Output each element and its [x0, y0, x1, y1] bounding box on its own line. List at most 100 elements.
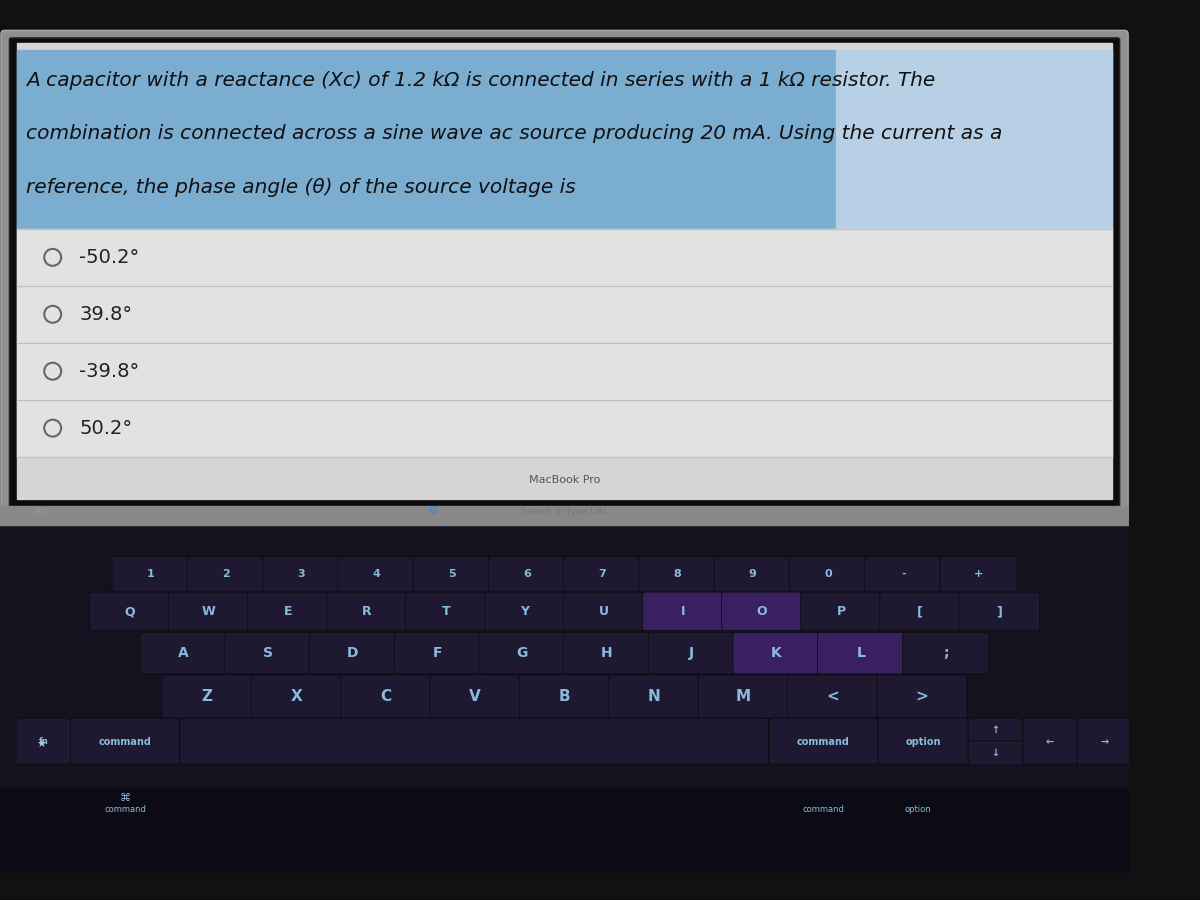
Text: combination is connected across a sine wave ac source producing 20 mA. Using the: combination is connected across a sine w… — [26, 124, 1003, 143]
Text: -50.2°: -50.2° — [79, 248, 139, 267]
FancyBboxPatch shape — [817, 633, 904, 674]
Text: ;: ; — [943, 646, 948, 661]
FancyBboxPatch shape — [1022, 718, 1078, 764]
Text: ⌘: ⌘ — [120, 793, 131, 803]
Text: G: G — [428, 506, 437, 517]
Bar — [835, 50, 1112, 229]
Text: ★: ★ — [36, 741, 47, 751]
Text: E: E — [283, 606, 292, 618]
Bar — [17, 50, 835, 229]
FancyBboxPatch shape — [769, 718, 878, 764]
Text: A capacitor with a reactance (Xc) of 1.2 kΩ is connected in series with a 1 kΩ r: A capacitor with a reactance (Xc) of 1.2… — [26, 71, 936, 90]
Text: 4: 4 — [372, 569, 380, 580]
FancyBboxPatch shape — [341, 675, 431, 718]
FancyBboxPatch shape — [326, 592, 408, 631]
Text: J: J — [689, 646, 694, 661]
Text: D: D — [347, 646, 359, 661]
FancyBboxPatch shape — [10, 38, 1120, 510]
Text: I: I — [680, 606, 685, 618]
Text: L: L — [857, 646, 865, 661]
FancyBboxPatch shape — [880, 592, 961, 631]
Text: B: B — [559, 689, 570, 704]
Text: Y: Y — [521, 606, 529, 618]
FancyBboxPatch shape — [902, 633, 989, 674]
Text: -39.8°: -39.8° — [79, 362, 139, 381]
Text: P: P — [836, 606, 846, 618]
Text: O: O — [757, 606, 768, 618]
Text: 39.8°: 39.8° — [79, 305, 132, 324]
FancyBboxPatch shape — [430, 675, 521, 718]
FancyBboxPatch shape — [733, 633, 820, 674]
Text: U: U — [599, 606, 610, 618]
Text: ←: ← — [1046, 737, 1054, 747]
FancyBboxPatch shape — [16, 718, 71, 764]
Text: 3: 3 — [298, 569, 305, 580]
FancyBboxPatch shape — [224, 633, 312, 674]
Text: 1: 1 — [146, 569, 155, 580]
FancyBboxPatch shape — [112, 556, 190, 592]
FancyBboxPatch shape — [488, 556, 565, 592]
Text: 5: 5 — [448, 569, 456, 580]
Text: option: option — [905, 737, 941, 747]
Bar — [0, 520, 1129, 873]
FancyBboxPatch shape — [648, 633, 734, 674]
Text: V: V — [469, 689, 481, 704]
FancyBboxPatch shape — [800, 592, 882, 631]
Text: reference, the phase angle (θ) of the source voltage is: reference, the phase angle (θ) of the so… — [26, 178, 576, 197]
Text: command: command — [803, 805, 845, 814]
FancyBboxPatch shape — [310, 633, 396, 674]
Text: ↓: ↓ — [991, 748, 1000, 758]
FancyBboxPatch shape — [71, 718, 180, 764]
Text: esc: esc — [34, 507, 48, 516]
Text: N: N — [648, 689, 660, 704]
FancyBboxPatch shape — [564, 592, 644, 631]
Text: command: command — [104, 805, 146, 814]
FancyBboxPatch shape — [714, 556, 791, 592]
Text: H: H — [601, 646, 613, 661]
FancyBboxPatch shape — [180, 718, 769, 764]
Text: 8: 8 — [673, 569, 682, 580]
Text: M: M — [736, 689, 751, 704]
Text: [: [ — [917, 606, 923, 618]
Text: command: command — [797, 737, 850, 747]
Bar — [17, 42, 1112, 499]
Text: MacBook Pro: MacBook Pro — [529, 475, 600, 485]
Text: →: → — [97, 507, 104, 516]
FancyBboxPatch shape — [564, 633, 650, 674]
FancyBboxPatch shape — [1078, 718, 1132, 764]
FancyBboxPatch shape — [89, 592, 170, 631]
Text: command: command — [98, 737, 151, 747]
FancyBboxPatch shape — [698, 675, 788, 718]
Text: +: + — [974, 569, 983, 580]
Text: 50.2°: 50.2° — [79, 418, 132, 437]
Bar — [0, 788, 1129, 873]
Text: fn: fn — [38, 737, 48, 746]
Text: X: X — [290, 689, 302, 704]
Text: ]: ] — [996, 606, 1002, 618]
FancyBboxPatch shape — [790, 556, 866, 592]
Text: option: option — [904, 805, 931, 814]
FancyBboxPatch shape — [787, 675, 878, 718]
FancyBboxPatch shape — [337, 556, 415, 592]
FancyBboxPatch shape — [485, 592, 565, 631]
FancyBboxPatch shape — [406, 592, 486, 631]
Text: R: R — [362, 606, 372, 618]
Text: C: C — [380, 689, 391, 704]
Text: ↺: ↺ — [120, 507, 127, 516]
Text: ↑: ↑ — [991, 725, 1000, 735]
FancyBboxPatch shape — [968, 741, 1022, 765]
FancyBboxPatch shape — [251, 675, 342, 718]
FancyBboxPatch shape — [564, 556, 641, 592]
Text: T: T — [442, 606, 450, 618]
Text: >: > — [916, 689, 929, 704]
FancyBboxPatch shape — [162, 675, 252, 718]
FancyBboxPatch shape — [877, 675, 967, 718]
FancyBboxPatch shape — [968, 718, 1022, 742]
Text: Q: Q — [125, 606, 136, 618]
Text: <: < — [827, 689, 839, 704]
FancyBboxPatch shape — [395, 633, 481, 674]
FancyBboxPatch shape — [940, 556, 1018, 592]
FancyBboxPatch shape — [263, 556, 340, 592]
Text: -: - — [901, 569, 906, 580]
FancyBboxPatch shape — [247, 592, 329, 631]
